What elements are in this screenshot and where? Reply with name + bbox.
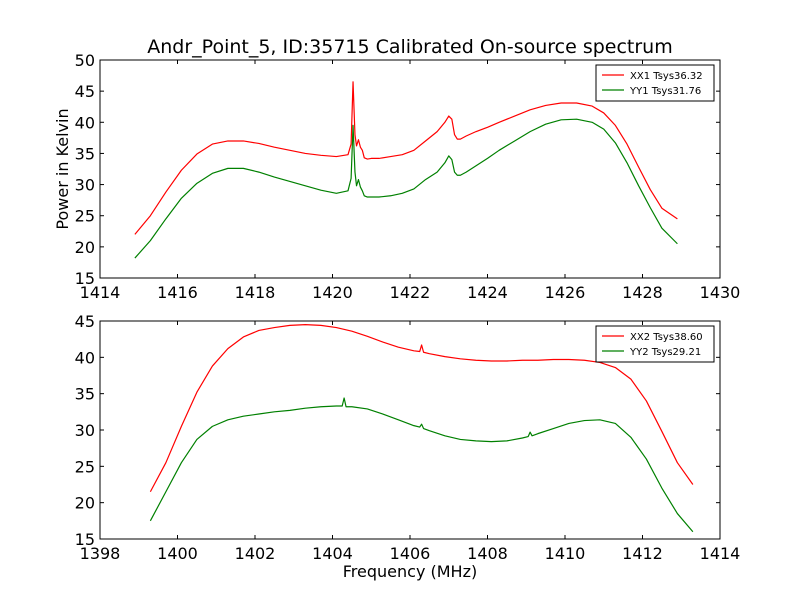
panel2-x-tick-label: 1412 bbox=[622, 544, 663, 563]
panel1-x-tick-label: 1420 bbox=[312, 283, 353, 302]
panel1-y-tick-label: 15 bbox=[75, 269, 95, 288]
panel2-x-tick-label: 1404 bbox=[312, 544, 353, 563]
top-panel: 1414 1416 1418 1420 1422 1424 1426 1428 1430 15 20… bbox=[75, 51, 741, 302]
panel1-y-tick-label: 30 bbox=[75, 176, 95, 195]
panel2-x-tick-label: 1410 bbox=[545, 544, 586, 563]
panel1-y-tick-label: 45 bbox=[75, 82, 95, 101]
panel1-legend-label-1: XX1 Tsys36.32 bbox=[630, 71, 703, 82]
panel2-legend-label-2: YY2 Tsys29.21 bbox=[629, 347, 701, 358]
panel1-legend-box bbox=[595, 64, 715, 102]
y-axis-label: Power in Kelvin bbox=[53, 108, 72, 229]
panel2-y-tick-label: 25 bbox=[75, 457, 95, 476]
bottom-panel: 1398 1400 1402 1404 1406 1408 1410 1412 1414 15 20… bbox=[75, 312, 741, 563]
panel1-x-tick-label: 1416 bbox=[157, 283, 198, 302]
panel1-x-tick-label: 1418 bbox=[235, 283, 276, 302]
panel2-y-tick-label: 40 bbox=[75, 348, 95, 367]
panel1-legend-label-2: YY1 Tsys31.76 bbox=[629, 86, 701, 97]
panel2-x-tick-label: 1400 bbox=[157, 544, 198, 563]
panel2-legend-label-1: XX2 Tsys38.60 bbox=[630, 332, 703, 343]
panel2-y-tick-label: 15 bbox=[75, 530, 95, 549]
panel2-y-tick-label: 20 bbox=[75, 494, 95, 513]
panel2-legend-box bbox=[595, 325, 715, 363]
panel2-x-tick-label: 1414 bbox=[700, 544, 741, 563]
panel1-x-tick-label: 1422 bbox=[390, 283, 431, 302]
panel2-y-tick-label: 35 bbox=[75, 385, 95, 404]
panel2-y-tick-label: 30 bbox=[75, 421, 95, 440]
panel1-y-tick-label: 40 bbox=[75, 113, 95, 132]
panel1-y-tick-label: 35 bbox=[75, 144, 95, 163]
panel1-y-tick-label: 25 bbox=[75, 207, 95, 226]
x-axis-label: Frequency (MHz) bbox=[343, 562, 477, 581]
panel2-x-tick-label: 1408 bbox=[467, 544, 508, 563]
panel1-x-tick-label: 1428 bbox=[622, 283, 663, 302]
panel2-y-tick-label: 45 bbox=[75, 312, 95, 331]
panel2-series-line-1 bbox=[149, 324, 694, 493]
panel1-x-tick-label: 1414 bbox=[80, 283, 121, 302]
panel1-series-line-1 bbox=[134, 81, 678, 235]
panel2-x-tick-label: 1398 bbox=[80, 544, 121, 563]
panel1-y-tick-label: 20 bbox=[75, 238, 95, 257]
panel2-series-line-2 bbox=[149, 397, 694, 533]
panel1-series-line-2 bbox=[134, 118, 678, 259]
chart-title: Andr_Point_5, ID:35715 Calibrated On-sou… bbox=[147, 36, 673, 58]
panel1-x-tick-label: 1426 bbox=[545, 283, 586, 302]
panel1-x-tick-label: 1430 bbox=[700, 283, 741, 302]
panel2-x-tick-label: 1402 bbox=[235, 544, 276, 563]
panel2-x-tick-label: 1406 bbox=[390, 544, 431, 563]
panel1-y-tick-label: 50 bbox=[75, 51, 95, 70]
panel1-x-tick-label: 1424 bbox=[467, 283, 508, 302]
